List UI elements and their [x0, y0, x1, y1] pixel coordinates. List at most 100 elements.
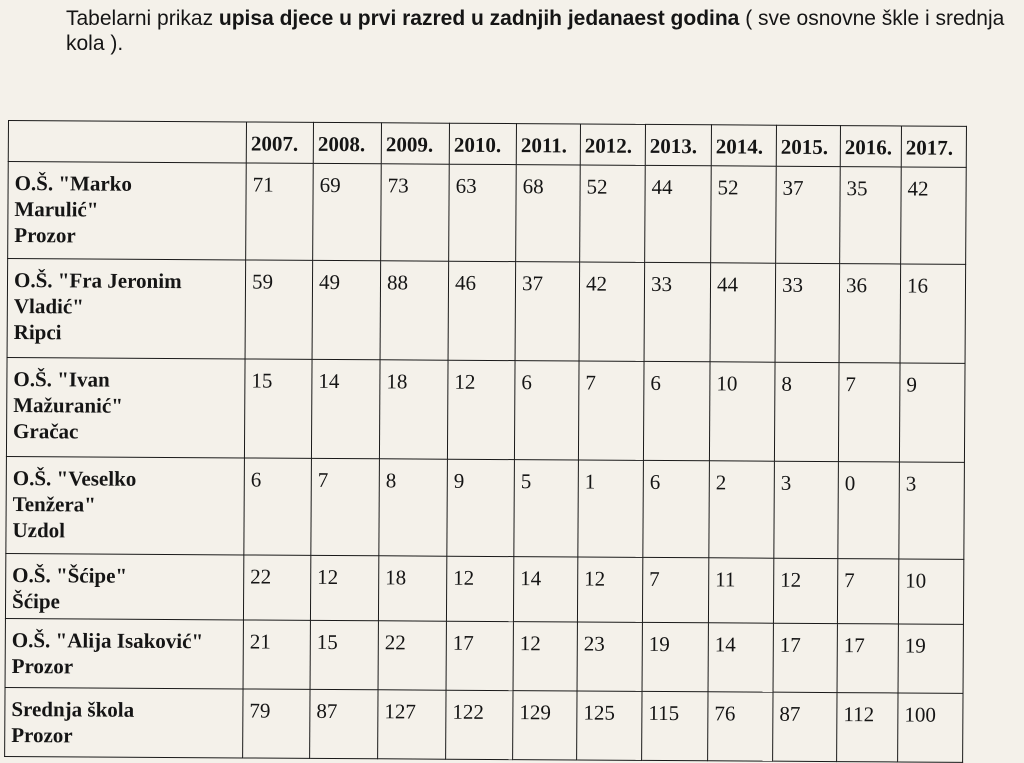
enrollment-value-cell: 87	[772, 692, 838, 762]
school-name-line: Prozor	[11, 654, 74, 679]
enrollment-value-cell: 52	[579, 164, 646, 263]
enrollment-value-cell: 127	[377, 689, 447, 760]
year-header: 2014.	[711, 124, 777, 167]
enrollment-table: 2007. 2008. 2009. 2010. 2011. 2012. 2013…	[4, 120, 967, 763]
school-name-line: Marulić"	[14, 197, 99, 222]
enrollment-value-cell: 129	[512, 690, 578, 760]
school-name-line: O.Š. "Marko	[14, 171, 132, 196]
enrollment-value-cell: 9	[446, 459, 515, 557]
enrollment-value-cell: 33	[775, 263, 840, 363]
school-name-line: O.Š. "Veselko	[12, 466, 137, 491]
enrollment-value-cell: 44	[710, 262, 776, 363]
school-name-cell: O.Š. "Šćipe" Šćipe	[5, 553, 244, 620]
enrollment-value-cell: 17	[446, 621, 514, 691]
enrollment-value-cell: 37	[515, 261, 580, 361]
enrollment-value-cell: 19	[642, 622, 709, 692]
school-name-line: Šćipe	[11, 589, 60, 614]
enrollment-value-cell: 6	[243, 457, 312, 556]
enrollment-value-cell: 2	[708, 460, 775, 559]
enrollment-value-cell: 125	[576, 690, 643, 761]
enrollment-value-cell: 14	[708, 622, 774, 693]
enrollment-value-cell: 23	[577, 621, 643, 692]
enrollment-value-cell: 12	[513, 621, 578, 691]
enrollment-value-cell: 12	[577, 556, 643, 623]
enrollment-value-cell: 42	[900, 166, 967, 265]
enrollment-value-cell: 46	[448, 261, 516, 361]
enrollment-value-cell: 8	[378, 458, 448, 557]
header-corner-cell	[8, 120, 247, 163]
table-row: O.Š. "Marko Marulić" Prozor 71 69 73 63 68 52 44…	[7, 161, 967, 265]
enrollment-value-cell: 36	[839, 263, 901, 363]
enrollment-value-cell: 122	[445, 690, 514, 760]
enrollment-value-cell: 33	[644, 262, 711, 362]
year-header: 2009.	[381, 122, 450, 165]
school-name-line: Prozor	[14, 223, 76, 248]
enrollment-value-cell: 18	[378, 555, 447, 622]
year-header: 2016.	[840, 125, 902, 167]
enrollment-value-cell: 42	[579, 261, 645, 362]
year-header: 2011.	[516, 123, 581, 165]
enrollment-value-cell: 16	[900, 263, 966, 364]
school-name-cell: O.Š. "Ivan Mažuranić" Gračac	[6, 357, 246, 458]
enrollment-value-cell: 6	[642, 460, 710, 558]
enrollment-value-cell: 52	[710, 165, 777, 264]
enrollment-value-cell: 63	[448, 164, 517, 262]
enrollment-value-cell: 15	[310, 620, 379, 690]
enrollment-value-cell: 22	[378, 620, 447, 691]
enrollment-value-cell: 76	[707, 691, 774, 762]
enrollment-value-cell: 88	[380, 260, 449, 361]
enrollment-value-cell: 49	[312, 260, 381, 360]
table-caption: Tabelarni prikaz upisa djece u prvi razr…	[66, 6, 1016, 56]
enrollment-value-cell: 68	[515, 164, 581, 262]
school-name-line: Vladić"	[13, 294, 84, 319]
enrollment-value-cell: 12	[446, 556, 514, 622]
table-row: O.Š. "Veselko Tenžera" Uzdol 6 7 8 9 5 1 6 2 3 0 3	[5, 456, 965, 560]
table-row: Srednja škola Prozor 79 87 127 122 129 125 115 76…	[4, 687, 964, 763]
school-name-line: Mažuranić"	[13, 393, 123, 418]
enrollment-value-cell: 7	[838, 362, 901, 462]
caption-text-end: ( sve osnovne škle i srednja kola ).	[66, 7, 1005, 55]
enrollment-value-cell: 71	[245, 162, 314, 261]
year-header: 2017.	[901, 125, 967, 168]
enrollment-value-cell: 7	[642, 557, 709, 623]
enrollment-value-cell: 115	[641, 691, 709, 761]
enrollment-value-cell: 15	[244, 358, 313, 459]
enrollment-value-cell: 11	[708, 557, 774, 624]
enrollment-value-cell: 35	[839, 166, 902, 264]
enrollment-value-cell: 3	[898, 461, 965, 560]
enrollment-value-cell: 7	[310, 458, 380, 556]
school-name-cell: O.Š. "Alija Isaković" Prozor	[5, 618, 244, 689]
school-name-line: Tenžera"	[12, 492, 96, 517]
enrollment-value-cell: 37	[775, 166, 841, 264]
header-row: 2007. 2008. 2009. 2010. 2011. 2012. 2013…	[8, 120, 967, 168]
year-header: 2007.	[246, 121, 314, 164]
enrollment-value-cell: 44	[644, 165, 712, 263]
enrollment-value-cell: 7	[837, 558, 899, 624]
enrollment-value-cell: 9	[899, 362, 966, 463]
enrollment-value-cell: 17	[773, 623, 838, 693]
enrollment-value-cell: 17	[837, 623, 899, 693]
school-name-cell: O.Š. "Fra Jeronim Vladić" Ripci	[7, 258, 246, 359]
year-header: 2010.	[449, 123, 517, 165]
enrollment-value-cell: 7	[578, 360, 645, 461]
enrollment-value-cell: 1	[577, 459, 644, 558]
table-row: O.Š. "Fra Jeronim Vladić" Ripci 59 49 88 46 37 4…	[7, 258, 966, 364]
enrollment-value-cell: 6	[643, 361, 711, 461]
enrollment-value-cell: 12	[310, 555, 379, 621]
table-row: O.Š. "Šćipe" Šćipe 22 12 18 12 14 12 7 11 12 7 10	[5, 553, 964, 625]
school-name-line: Uzdol	[12, 518, 66, 543]
enrollment-value-cell: 59	[245, 259, 313, 360]
school-name-line: Ripci	[13, 320, 62, 345]
school-name-line: O.Š. "Fra Jeronim	[13, 268, 182, 294]
school-name-line: Prozor	[11, 723, 73, 748]
school-name-cell: O.Š. "Veselko Tenžera" Uzdol	[5, 456, 245, 555]
year-header: 2008.	[313, 122, 382, 164]
enrollment-value-cell: 73	[380, 163, 450, 262]
enrollment-value-cell: 12	[447, 360, 516, 460]
enrollment-value-cell: 69	[312, 163, 382, 261]
enrollment-value-cell: 18	[379, 359, 449, 460]
enrollment-value-cell: 14	[311, 359, 381, 459]
enrollment-value-cell: 0	[837, 461, 900, 559]
enrollment-value-cell: 21	[243, 619, 311, 690]
enrollment-value-cell: 3	[773, 461, 839, 559]
